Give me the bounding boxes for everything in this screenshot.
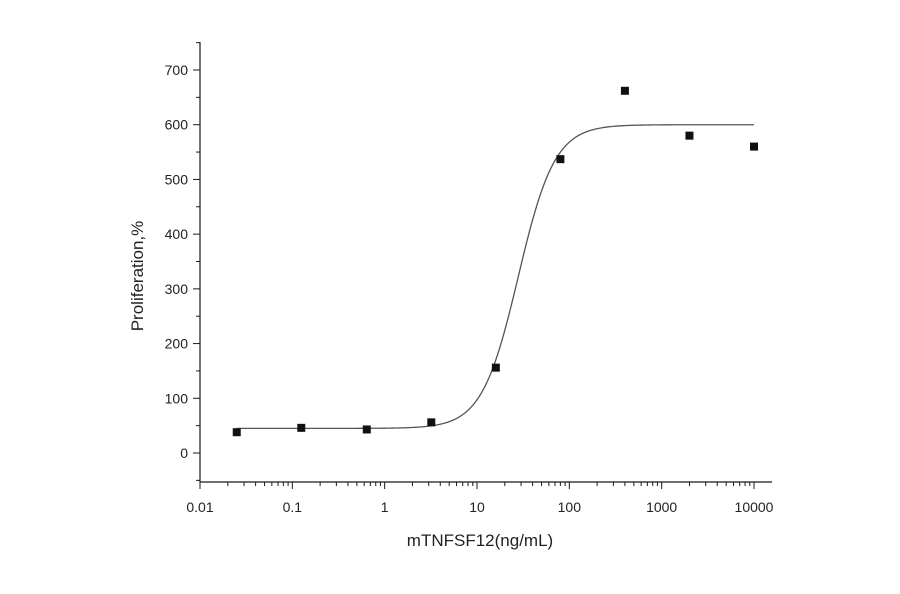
x-tick-label: 0.01 xyxy=(186,499,213,515)
y-tick-label: 200 xyxy=(165,336,189,352)
data-point xyxy=(556,155,565,164)
x-ticks: 0.01 0.1 1 10 100 1000 10000 xyxy=(186,482,774,515)
data-point xyxy=(427,418,436,427)
data-points xyxy=(232,86,758,437)
data-point xyxy=(232,428,241,437)
y-ticks: 0 100 200 300 400 500 600 700 xyxy=(165,42,200,481)
x-axis-title: mTNFSF12(ng/mL) xyxy=(407,531,553,550)
x-tick-label: 100 xyxy=(558,499,582,515)
y-tick-label: 500 xyxy=(165,171,189,187)
y-axis-title: Proliferation,% xyxy=(128,221,147,332)
y-tick-label: 300 xyxy=(165,281,189,297)
y-tick-label: 600 xyxy=(165,117,189,133)
fit-curve xyxy=(236,124,754,430)
data-point xyxy=(620,86,629,95)
x-tick-label: 10000 xyxy=(735,499,774,515)
x-tick-label: 1 xyxy=(381,499,389,515)
data-point xyxy=(750,142,758,151)
axes xyxy=(199,42,772,483)
y-tick-label: 100 xyxy=(165,390,189,406)
x-tick-label: 1000 xyxy=(646,499,677,515)
y-tick-label: 0 xyxy=(180,445,188,461)
data-point xyxy=(685,131,694,140)
x-tick-label: 10 xyxy=(469,499,485,515)
y-tick-label: 700 xyxy=(165,62,189,78)
x-tick-label: 0.1 xyxy=(283,499,303,515)
data-point xyxy=(297,423,306,432)
y-tick-label: 400 xyxy=(165,226,189,242)
data-point xyxy=(362,425,371,434)
data-point xyxy=(491,363,500,372)
